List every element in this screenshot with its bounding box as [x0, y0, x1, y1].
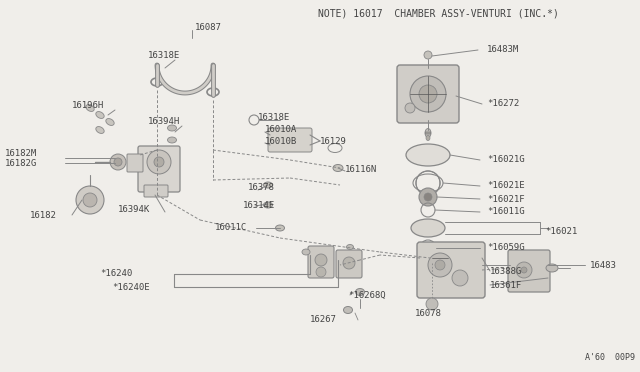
Circle shape [516, 262, 532, 278]
Circle shape [521, 267, 527, 273]
Ellipse shape [275, 225, 285, 231]
Text: 16394K: 16394K [118, 205, 150, 215]
Text: 16394H: 16394H [148, 118, 180, 126]
Text: 16116N: 16116N [345, 166, 377, 174]
Circle shape [419, 85, 437, 103]
Ellipse shape [264, 202, 273, 208]
Ellipse shape [346, 244, 353, 250]
Text: 16196H: 16196H [72, 100, 104, 109]
Text: NOTE) 16017  CHAMBER ASSY-VENTURI (INC.*): NOTE) 16017 CHAMBER ASSY-VENTURI (INC.*) [318, 9, 559, 19]
Text: *16011G: *16011G [487, 208, 525, 217]
Ellipse shape [425, 128, 431, 138]
Text: 16378: 16378 [248, 183, 275, 192]
Circle shape [76, 186, 104, 214]
Text: *16240E: *16240E [112, 282, 150, 292]
Circle shape [452, 270, 468, 286]
Ellipse shape [96, 126, 104, 134]
Text: A'60  00P9: A'60 00P9 [585, 353, 635, 362]
FancyBboxPatch shape [336, 250, 362, 278]
Circle shape [114, 158, 122, 166]
Text: *16268Q: *16268Q [348, 291, 386, 299]
Circle shape [83, 193, 97, 207]
Text: 16078: 16078 [415, 308, 442, 317]
Text: *16021E: *16021E [487, 182, 525, 190]
Text: 16182: 16182 [30, 211, 57, 219]
Circle shape [410, 76, 446, 112]
FancyBboxPatch shape [308, 246, 334, 278]
Text: 16314E: 16314E [243, 201, 275, 209]
Circle shape [315, 254, 327, 266]
Text: *16021G: *16021G [487, 155, 525, 164]
Ellipse shape [546, 264, 558, 272]
Ellipse shape [355, 289, 365, 295]
FancyBboxPatch shape [417, 242, 485, 298]
Text: 16129: 16129 [320, 137, 347, 145]
Text: 16087: 16087 [195, 23, 222, 32]
FancyBboxPatch shape [138, 146, 180, 192]
Circle shape [428, 253, 452, 277]
Ellipse shape [106, 119, 114, 125]
Circle shape [154, 157, 164, 167]
Text: 16388G: 16388G [490, 266, 522, 276]
FancyBboxPatch shape [397, 65, 459, 123]
Text: 16318E: 16318E [148, 51, 180, 60]
Text: 16267: 16267 [310, 315, 337, 324]
Circle shape [424, 51, 432, 59]
Text: *16059G: *16059G [487, 244, 525, 253]
Text: 16483: 16483 [590, 260, 617, 269]
Text: 16182M: 16182M [5, 148, 37, 157]
Text: *16272: *16272 [487, 99, 519, 108]
Text: 16361F: 16361F [490, 280, 522, 289]
FancyBboxPatch shape [508, 250, 550, 292]
Text: *16240: *16240 [100, 269, 132, 279]
Text: 16010B: 16010B [265, 137, 297, 145]
Circle shape [316, 267, 326, 277]
Text: 16318E: 16318E [258, 113, 291, 122]
Text: 16483M: 16483M [487, 45, 519, 55]
Circle shape [405, 103, 415, 113]
Circle shape [147, 150, 171, 174]
Ellipse shape [302, 249, 310, 255]
Text: 16010A: 16010A [265, 125, 297, 135]
Ellipse shape [264, 182, 273, 188]
Text: 16011C: 16011C [215, 224, 247, 232]
FancyBboxPatch shape [144, 185, 168, 197]
Ellipse shape [168, 125, 177, 131]
Circle shape [435, 260, 445, 270]
FancyBboxPatch shape [127, 154, 143, 172]
Ellipse shape [411, 219, 445, 237]
Text: *16021F: *16021F [487, 195, 525, 203]
FancyBboxPatch shape [268, 128, 312, 152]
Ellipse shape [96, 112, 104, 118]
Ellipse shape [426, 135, 430, 141]
Ellipse shape [168, 137, 177, 143]
Ellipse shape [344, 307, 353, 314]
Circle shape [343, 257, 355, 269]
Circle shape [419, 188, 437, 206]
Text: 16182G: 16182G [5, 158, 37, 167]
Circle shape [110, 154, 126, 170]
Ellipse shape [333, 164, 343, 171]
Circle shape [424, 193, 432, 201]
Ellipse shape [406, 144, 450, 166]
Circle shape [426, 298, 438, 310]
Ellipse shape [86, 105, 94, 112]
Text: *16021: *16021 [545, 228, 577, 237]
